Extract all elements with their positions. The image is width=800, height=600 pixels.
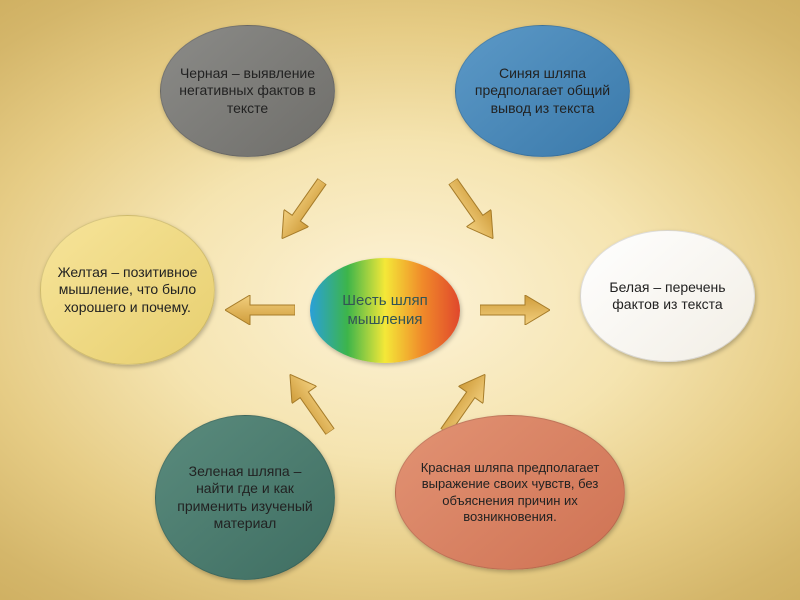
arrow-blue (441, 173, 506, 248)
node-red-label: Красная шляпа предполагает выражение сво… (410, 460, 610, 525)
node-blue: Синяя шляпа предполагает общий вывод из … (455, 25, 630, 157)
node-red: Красная шляпа предполагает выражение сво… (395, 415, 625, 570)
center-label: Шесть шляп мышления (324, 292, 446, 330)
arrow-black (270, 173, 335, 248)
center-node: Шесть шляп мышления (310, 258, 460, 363)
arrow-yellow (225, 295, 295, 325)
node-green-label: Зеленая шляпа – найти где и как применит… (170, 463, 320, 533)
node-black-label: Черная – выявление негативных фактов в т… (175, 65, 320, 118)
node-white-label: Белая – перечень фактов из текста (595, 279, 740, 314)
node-blue-label: Синяя шляпа предполагает общий вывод из … (470, 65, 615, 118)
node-yellow: Желтая – позитивное мышление, что было х… (40, 215, 215, 365)
node-green: Зеленая шляпа – найти где и как применит… (155, 415, 335, 580)
arrow-white (480, 295, 550, 325)
node-yellow-label: Желтая – позитивное мышление, что было х… (55, 264, 200, 317)
node-white: Белая – перечень фактов из текста (580, 230, 755, 362)
node-black: Черная – выявление негативных фактов в т… (160, 25, 335, 157)
